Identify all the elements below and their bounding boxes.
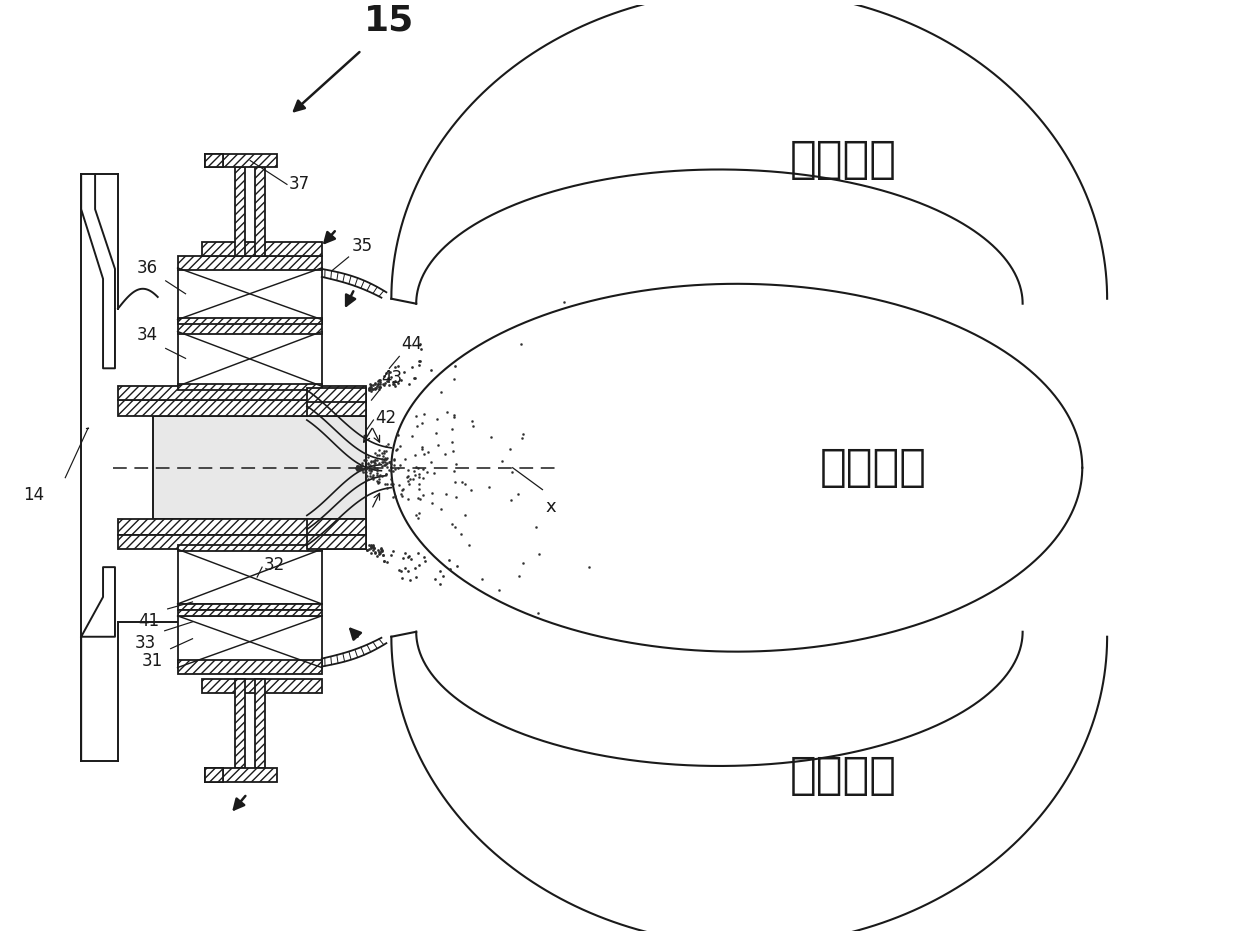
Text: 32: 32 — [264, 556, 285, 574]
Text: 44: 44 — [402, 335, 423, 354]
Bar — [223, 154, 277, 168]
Bar — [177, 385, 321, 390]
Text: 中心火焰: 中心火焰 — [820, 446, 928, 489]
Text: 外围火焰: 外围火焰 — [790, 138, 898, 181]
Bar — [202, 242, 321, 256]
Bar — [177, 317, 321, 324]
Bar — [236, 680, 246, 768]
Bar — [306, 388, 367, 402]
Bar — [118, 519, 367, 535]
Text: 33: 33 — [134, 634, 156, 652]
Bar — [153, 416, 367, 519]
Bar — [177, 268, 321, 319]
Text: 外围火焰: 外围火焰 — [790, 754, 898, 798]
Text: x: x — [546, 497, 556, 516]
Text: 35: 35 — [352, 237, 373, 255]
Text: 43: 43 — [382, 370, 403, 387]
Bar — [177, 546, 321, 551]
Bar — [255, 168, 265, 256]
Bar — [306, 519, 367, 535]
Text: 41: 41 — [139, 612, 160, 630]
Text: 42: 42 — [376, 409, 397, 427]
Bar — [255, 680, 265, 768]
Text: 34: 34 — [136, 327, 157, 344]
Bar — [118, 535, 367, 549]
Bar — [118, 386, 367, 400]
Bar — [177, 549, 321, 604]
Bar — [206, 154, 223, 168]
Text: 31: 31 — [141, 652, 162, 669]
Text: 14: 14 — [24, 486, 45, 504]
Bar — [202, 680, 321, 694]
Bar — [236, 168, 246, 256]
Bar — [118, 400, 367, 416]
Bar — [177, 331, 321, 386]
Bar — [223, 768, 277, 782]
Bar — [177, 604, 321, 610]
Text: 36: 36 — [136, 259, 157, 277]
Text: 15: 15 — [365, 4, 414, 37]
Bar — [177, 319, 321, 333]
Bar — [177, 615, 321, 668]
Bar — [306, 535, 367, 549]
Bar — [177, 256, 321, 270]
Text: 37: 37 — [289, 175, 310, 194]
Bar — [306, 400, 367, 416]
Bar — [206, 768, 223, 782]
Bar — [177, 659, 321, 673]
Bar — [177, 610, 321, 615]
